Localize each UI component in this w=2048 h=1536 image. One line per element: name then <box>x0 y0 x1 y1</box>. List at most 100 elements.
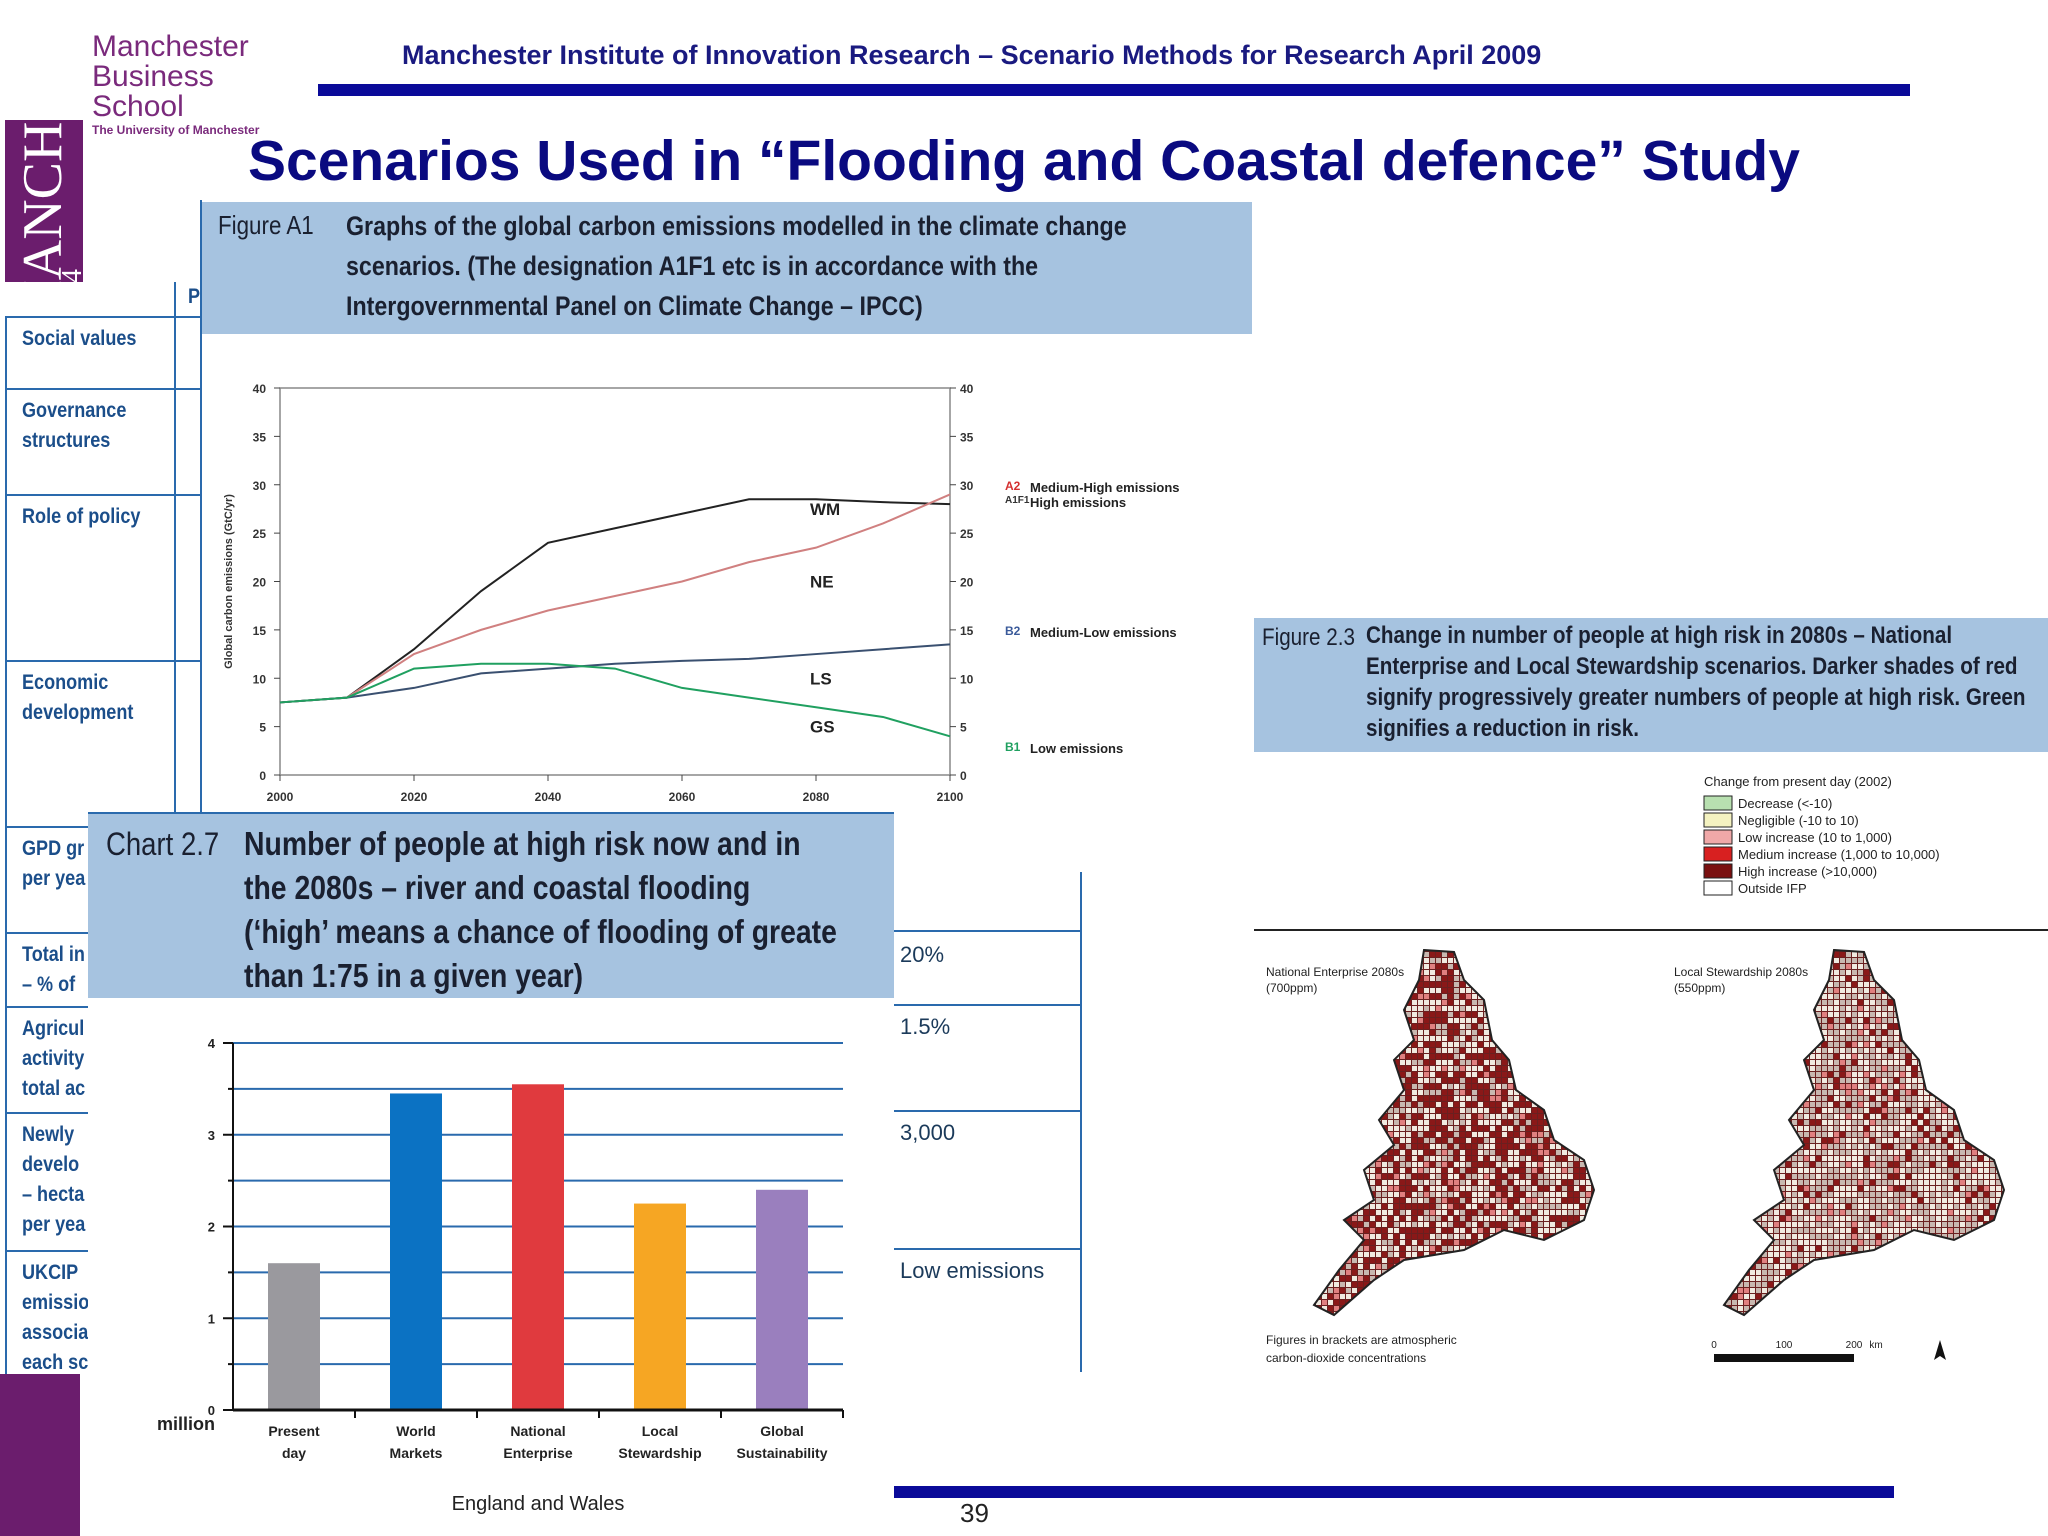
map-cell <box>1942 964 1947 969</box>
map-cell <box>1870 1006 1875 1011</box>
map-cell <box>1912 1054 1917 1059</box>
map-cell <box>1532 1246 1537 1251</box>
map-cell <box>1400 1114 1405 1119</box>
map-cell <box>1314 1252 1315 1257</box>
map-cell <box>1484 1048 1489 1053</box>
map-cell <box>1948 1018 1953 1023</box>
map-cell <box>1556 1024 1561 1029</box>
map-cell <box>1484 958 1489 963</box>
map-cell <box>1912 976 1917 981</box>
map-cell <box>1858 1060 1863 1065</box>
map-cell <box>1304 1198 1309 1203</box>
map-cell <box>1538 1114 1543 1119</box>
map-cell <box>1334 994 1339 999</box>
map-cell <box>1520 1168 1525 1173</box>
map-cell <box>1550 1174 1555 1179</box>
map-cell <box>1340 1174 1345 1179</box>
map-cell <box>1804 1078 1809 1083</box>
map-cell <box>1732 982 1737 987</box>
map-cell <box>1804 1090 1809 1095</box>
map-cell <box>1586 1150 1591 1155</box>
map-cell <box>1750 1096 1755 1101</box>
map-cell <box>1314 1276 1315 1281</box>
map-cell <box>1792 1030 1797 1035</box>
map-cell <box>1598 1072 1603 1077</box>
map-cell <box>1840 958 1845 963</box>
map-cell <box>1502 1312 1507 1315</box>
map-cell <box>1406 1210 1411 1215</box>
map-cell <box>1930 1120 1935 1125</box>
map-cell <box>1846 994 1851 999</box>
map-cell <box>1466 1204 1471 1209</box>
map-cell <box>1780 1012 1785 1017</box>
map-cell <box>1424 1162 1429 1167</box>
map-cell <box>1550 1192 1555 1197</box>
map-cell <box>1346 1006 1351 1011</box>
map-cell <box>1496 1318 1501 1323</box>
map-cell <box>1508 1312 1513 1315</box>
map-cell <box>1424 970 1429 975</box>
map-cell <box>1328 1114 1333 1119</box>
map-cell <box>1532 1186 1537 1191</box>
map-cell <box>1954 1018 1959 1023</box>
map-cell <box>1328 1294 1333 1299</box>
legend-label: Negligible (-10 to 10) <box>1738 813 1859 828</box>
map-cell <box>1804 1102 1809 1107</box>
map-cell <box>1858 1078 1863 1083</box>
map-cell <box>1406 1228 1411 1233</box>
map-cell <box>1322 1030 1327 1035</box>
map-cell <box>1346 1150 1351 1155</box>
map-cell <box>1430 940 1435 945</box>
map-cell <box>1376 1030 1381 1035</box>
map-cell <box>1370 1090 1375 1095</box>
map-cell <box>1478 976 1483 981</box>
map-cell <box>1984 1024 1989 1029</box>
map-cell <box>1574 1108 1579 1113</box>
map-cell <box>1364 1054 1369 1059</box>
map-cell <box>1550 1006 1555 1011</box>
x-tick-label: 2100 <box>937 790 964 804</box>
map-cell <box>1454 994 1459 999</box>
map-cell <box>1598 1030 1603 1035</box>
map-cell <box>1984 1036 1989 1041</box>
map-cell <box>1442 976 1447 981</box>
map-cell <box>1840 1096 1845 1101</box>
map-cell <box>1322 950 1327 951</box>
map-cell <box>1792 1102 1797 1107</box>
map-cell <box>1466 1306 1471 1311</box>
map-cell <box>1448 1120 1453 1125</box>
series-label-ne: NE <box>810 573 834 592</box>
map-cell <box>1550 1066 1555 1071</box>
map-cell <box>1568 1282 1573 1287</box>
map-cell <box>1358 1042 1363 1047</box>
map-cell <box>1430 1030 1435 1035</box>
map-cell <box>1472 1048 1477 1053</box>
map-cell <box>1340 1318 1345 1323</box>
map-cell <box>1828 1000 1833 1005</box>
map-cell <box>1538 1222 1543 1227</box>
map-cell <box>1496 1120 1501 1125</box>
map-cell <box>1580 1042 1585 1047</box>
map-cell <box>1322 1048 1327 1053</box>
map-cell <box>1822 1072 1827 1077</box>
map-cell <box>1532 1264 1537 1269</box>
map-cell <box>1894 950 1899 951</box>
map-cell <box>1394 1006 1399 1011</box>
map-cell <box>1304 1252 1309 1257</box>
map-cell <box>1316 1216 1321 1221</box>
map-cell <box>1448 1306 1453 1311</box>
map-cell <box>1948 1114 1953 1119</box>
map-cell <box>1568 1006 1573 1011</box>
map-cell <box>1418 1306 1423 1311</box>
map-cell <box>1352 1174 1357 1179</box>
map-cell <box>1352 1030 1357 1035</box>
map-cell <box>1508 1270 1513 1275</box>
map-cell <box>1346 1234 1351 1239</box>
map-cell <box>1364 1234 1369 1239</box>
map-cell <box>1310 940 1315 945</box>
map-cell <box>1496 940 1501 945</box>
map-cell <box>1400 1066 1405 1071</box>
y-tick-label-right: 30 <box>960 479 974 493</box>
map-cell <box>1906 958 1911 963</box>
map-cell <box>2008 970 2013 975</box>
